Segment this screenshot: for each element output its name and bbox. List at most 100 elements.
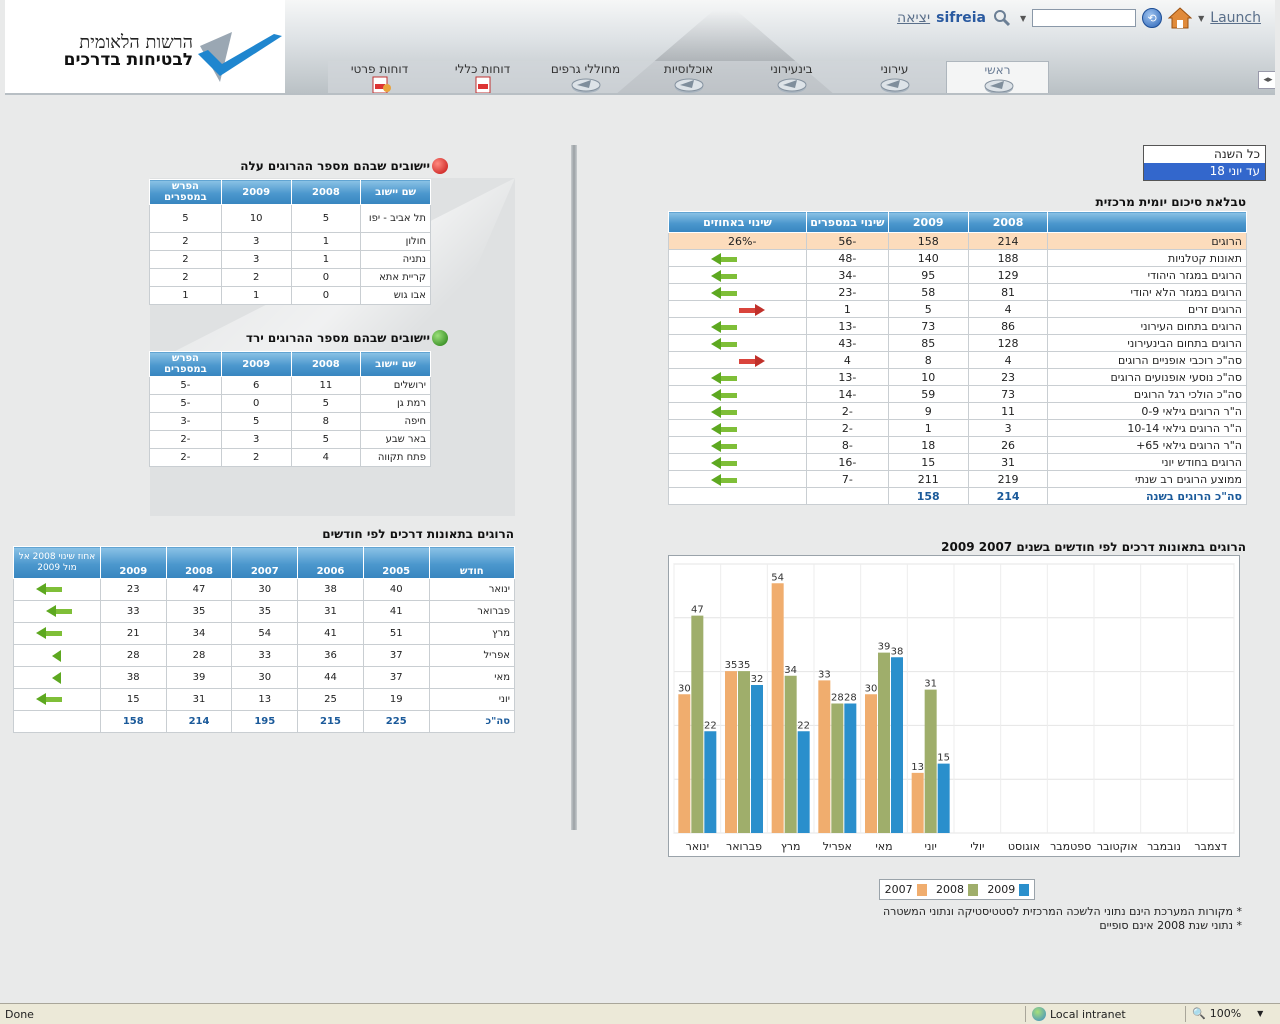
bar-2009-1[interactable] — [751, 685, 763, 833]
tab-3[interactable]: אוכלוסיות — [637, 61, 740, 93]
globe-icon — [1032, 1007, 1046, 1021]
dashboard-icon — [777, 78, 807, 93]
dashboard-icon — [571, 78, 601, 93]
data-label: 15 — [937, 753, 950, 764]
tab-2[interactable]: בינעירוני — [740, 61, 843, 93]
monthly-total-row: סה"כ 225 215 195 214 158 — [13, 710, 516, 733]
x-tick-label: דצמבר — [1194, 840, 1227, 853]
summary-cell-pct — [668, 351, 807, 369]
chevron-down-icon[interactable]: ▼ — [1257, 1009, 1264, 1018]
summary-cell-name: הרוגים — [1047, 232, 1247, 250]
town-cell: 6 — [220, 376, 292, 395]
summary-cell-name: הרוגים בחודש יוני — [1047, 453, 1247, 471]
column-divider — [571, 145, 577, 830]
status-text: Done — [5, 1008, 34, 1021]
town-header-2009: 2009 — [220, 179, 292, 205]
period-option-to-date[interactable]: עד יוני 18 — [1144, 163, 1265, 180]
data-label: 35 — [725, 660, 738, 671]
bar-2007-3[interactable] — [818, 680, 831, 833]
trend-down-arrow-icon — [36, 693, 62, 705]
town-cell: 2 — [149, 250, 222, 269]
help-icon[interactable]: ⟲ — [1142, 8, 1163, 28]
chevron-down-icon[interactable]: ▼ — [1019, 13, 1027, 23]
town-cell: חיפה — [360, 412, 431, 431]
bar-2008-3[interactable] — [831, 703, 844, 834]
bar-2009-5[interactable] — [937, 763, 950, 833]
statusbar-divider — [1185, 1006, 1186, 1022]
data-label: 22 — [704, 720, 717, 731]
summary-cell-2009: 9 — [887, 402, 969, 420]
bar-2007-0[interactable] — [678, 694, 691, 833]
summary-cell-diff: -56 — [805, 232, 889, 250]
summary-cell-diff: -8 — [805, 436, 889, 454]
town-cell: באר שבע — [360, 430, 431, 449]
bar-2009-4[interactable] — [891, 657, 903, 833]
summary-cell-pct — [668, 453, 807, 471]
monthly-cell-change — [13, 600, 101, 623]
x-tick-label: ספטמבר — [1050, 840, 1091, 853]
town-cell: -2 — [149, 430, 222, 449]
chevron-down-icon[interactable]: ▼ — [1198, 13, 1205, 23]
summary-row: הרוגים בחודש יוני 31 15 -16 — [668, 453, 1247, 471]
summary-cell-name[interactable]: סה"כ הרוגים בשנה — [1047, 487, 1247, 505]
summary-cell-pct: -26% — [668, 232, 807, 250]
summary-cell-2008: 31 — [967, 453, 1049, 471]
tabs-scroll-arrows[interactable]: ◂▸ — [1258, 71, 1275, 89]
town-row: קריית אתא 0 2 2 — [149, 268, 431, 287]
summary-cell-2009: 58 — [887, 283, 969, 301]
logo[interactable]: הרשות הלאומית לבטיחות בדרכים — [5, 0, 285, 93]
monthly-cell-value: 41 — [362, 600, 430, 623]
security-zone[interactable]: Local intranet — [1032, 1007, 1126, 1021]
tab-0[interactable]: ראשי — [946, 61, 1049, 93]
town-cell: 0 — [220, 394, 292, 413]
search-icon[interactable] — [992, 9, 1014, 27]
launch-link[interactable]: Launch — [1210, 10, 1261, 26]
town-cell: 3 — [220, 430, 292, 449]
logout-link[interactable]: יציאה — [897, 10, 931, 26]
data-label: 54 — [771, 572, 784, 583]
trend-down-arrow-icon — [52, 649, 61, 662]
town-cell: 1 — [149, 286, 222, 305]
town-cell: 2 — [220, 268, 292, 287]
period-select[interactable]: כל השנה עד יוני 18 — [1143, 145, 1266, 181]
monthly-cell-value: 39 — [165, 666, 233, 689]
summary-row: ה"ר הרוגים גילאי 0-9 11 9 -2 — [668, 402, 1247, 420]
bar-2008-0[interactable] — [691, 615, 704, 833]
town-cell: -3 — [149, 412, 222, 431]
bar-2008-5[interactable] — [924, 689, 937, 833]
bar-2007-5[interactable] — [911, 772, 924, 833]
zoom-control[interactable]: 🔍 100% ▼ — [1192, 1007, 1263, 1020]
home-icon[interactable] — [1168, 6, 1193, 30]
town-row: באר שבע 5 3 -2 — [149, 430, 431, 449]
trend-up-arrow-icon — [739, 303, 765, 316]
period-option-full-year[interactable]: כל השנה — [1214, 147, 1260, 161]
summary-cell-2008: 214 — [967, 232, 1049, 250]
tab-5[interactable]: דוחות כללי — [431, 61, 534, 93]
town-cell: 1 — [290, 250, 362, 269]
towns-up-title: יישובים שבהם מספר ההרוגים עלה — [240, 159, 430, 173]
bar-2007-2[interactable] — [771, 583, 784, 833]
bar-2009-2[interactable] — [797, 731, 810, 833]
x-tick-label: אוגוסט — [1008, 840, 1040, 853]
search-input[interactable] — [1032, 9, 1137, 27]
summary-cell-2009: 95 — [887, 266, 969, 284]
trend-down-arrow-icon — [711, 388, 737, 401]
summary-cell-pct — [668, 436, 807, 454]
legend-item-2008: 2008 — [936, 883, 978, 896]
bar-2008-1[interactable] — [738, 671, 750, 833]
bar-2008-4[interactable] — [878, 652, 890, 833]
bar-2009-3[interactable] — [844, 703, 857, 834]
summary-cell-2008: 4 — [967, 300, 1049, 318]
summary-cell-2009: 158 — [887, 232, 969, 250]
tab-4[interactable]: מחוללי גרפים — [534, 61, 637, 93]
tab-label: דוחות כללי — [454, 62, 511, 76]
bar-2007-1[interactable] — [725, 671, 737, 833]
tab-6[interactable]: דוחות פרטי — [328, 61, 431, 93]
tab-1[interactable]: עירוני — [843, 61, 946, 93]
monthly-cell-value: 54 — [231, 622, 299, 645]
summary-cell-2008: 81 — [967, 283, 1049, 301]
bar-2009-0[interactable] — [704, 731, 717, 833]
bar-2007-4[interactable] — [865, 694, 877, 833]
legend-swatch — [1019, 883, 1030, 896]
bar-2008-2[interactable] — [784, 675, 797, 833]
